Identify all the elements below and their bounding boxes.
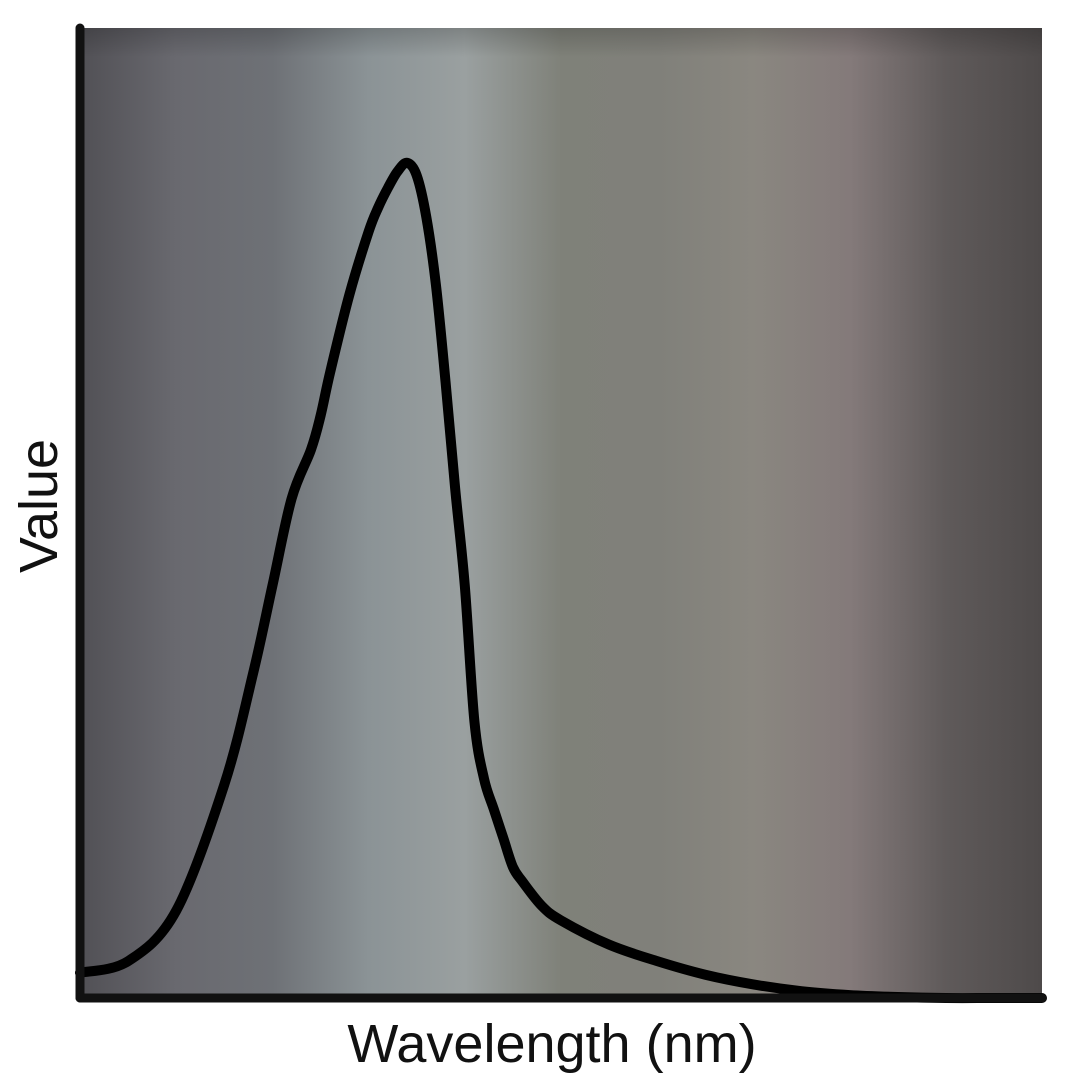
y-axis-label: Value — [9, 439, 69, 573]
spectrum-curve — [75, 157, 1047, 1004]
x-axis-label: Wavelength (nm) — [347, 1014, 756, 1074]
plot-top-shade — [80, 28, 1042, 998]
